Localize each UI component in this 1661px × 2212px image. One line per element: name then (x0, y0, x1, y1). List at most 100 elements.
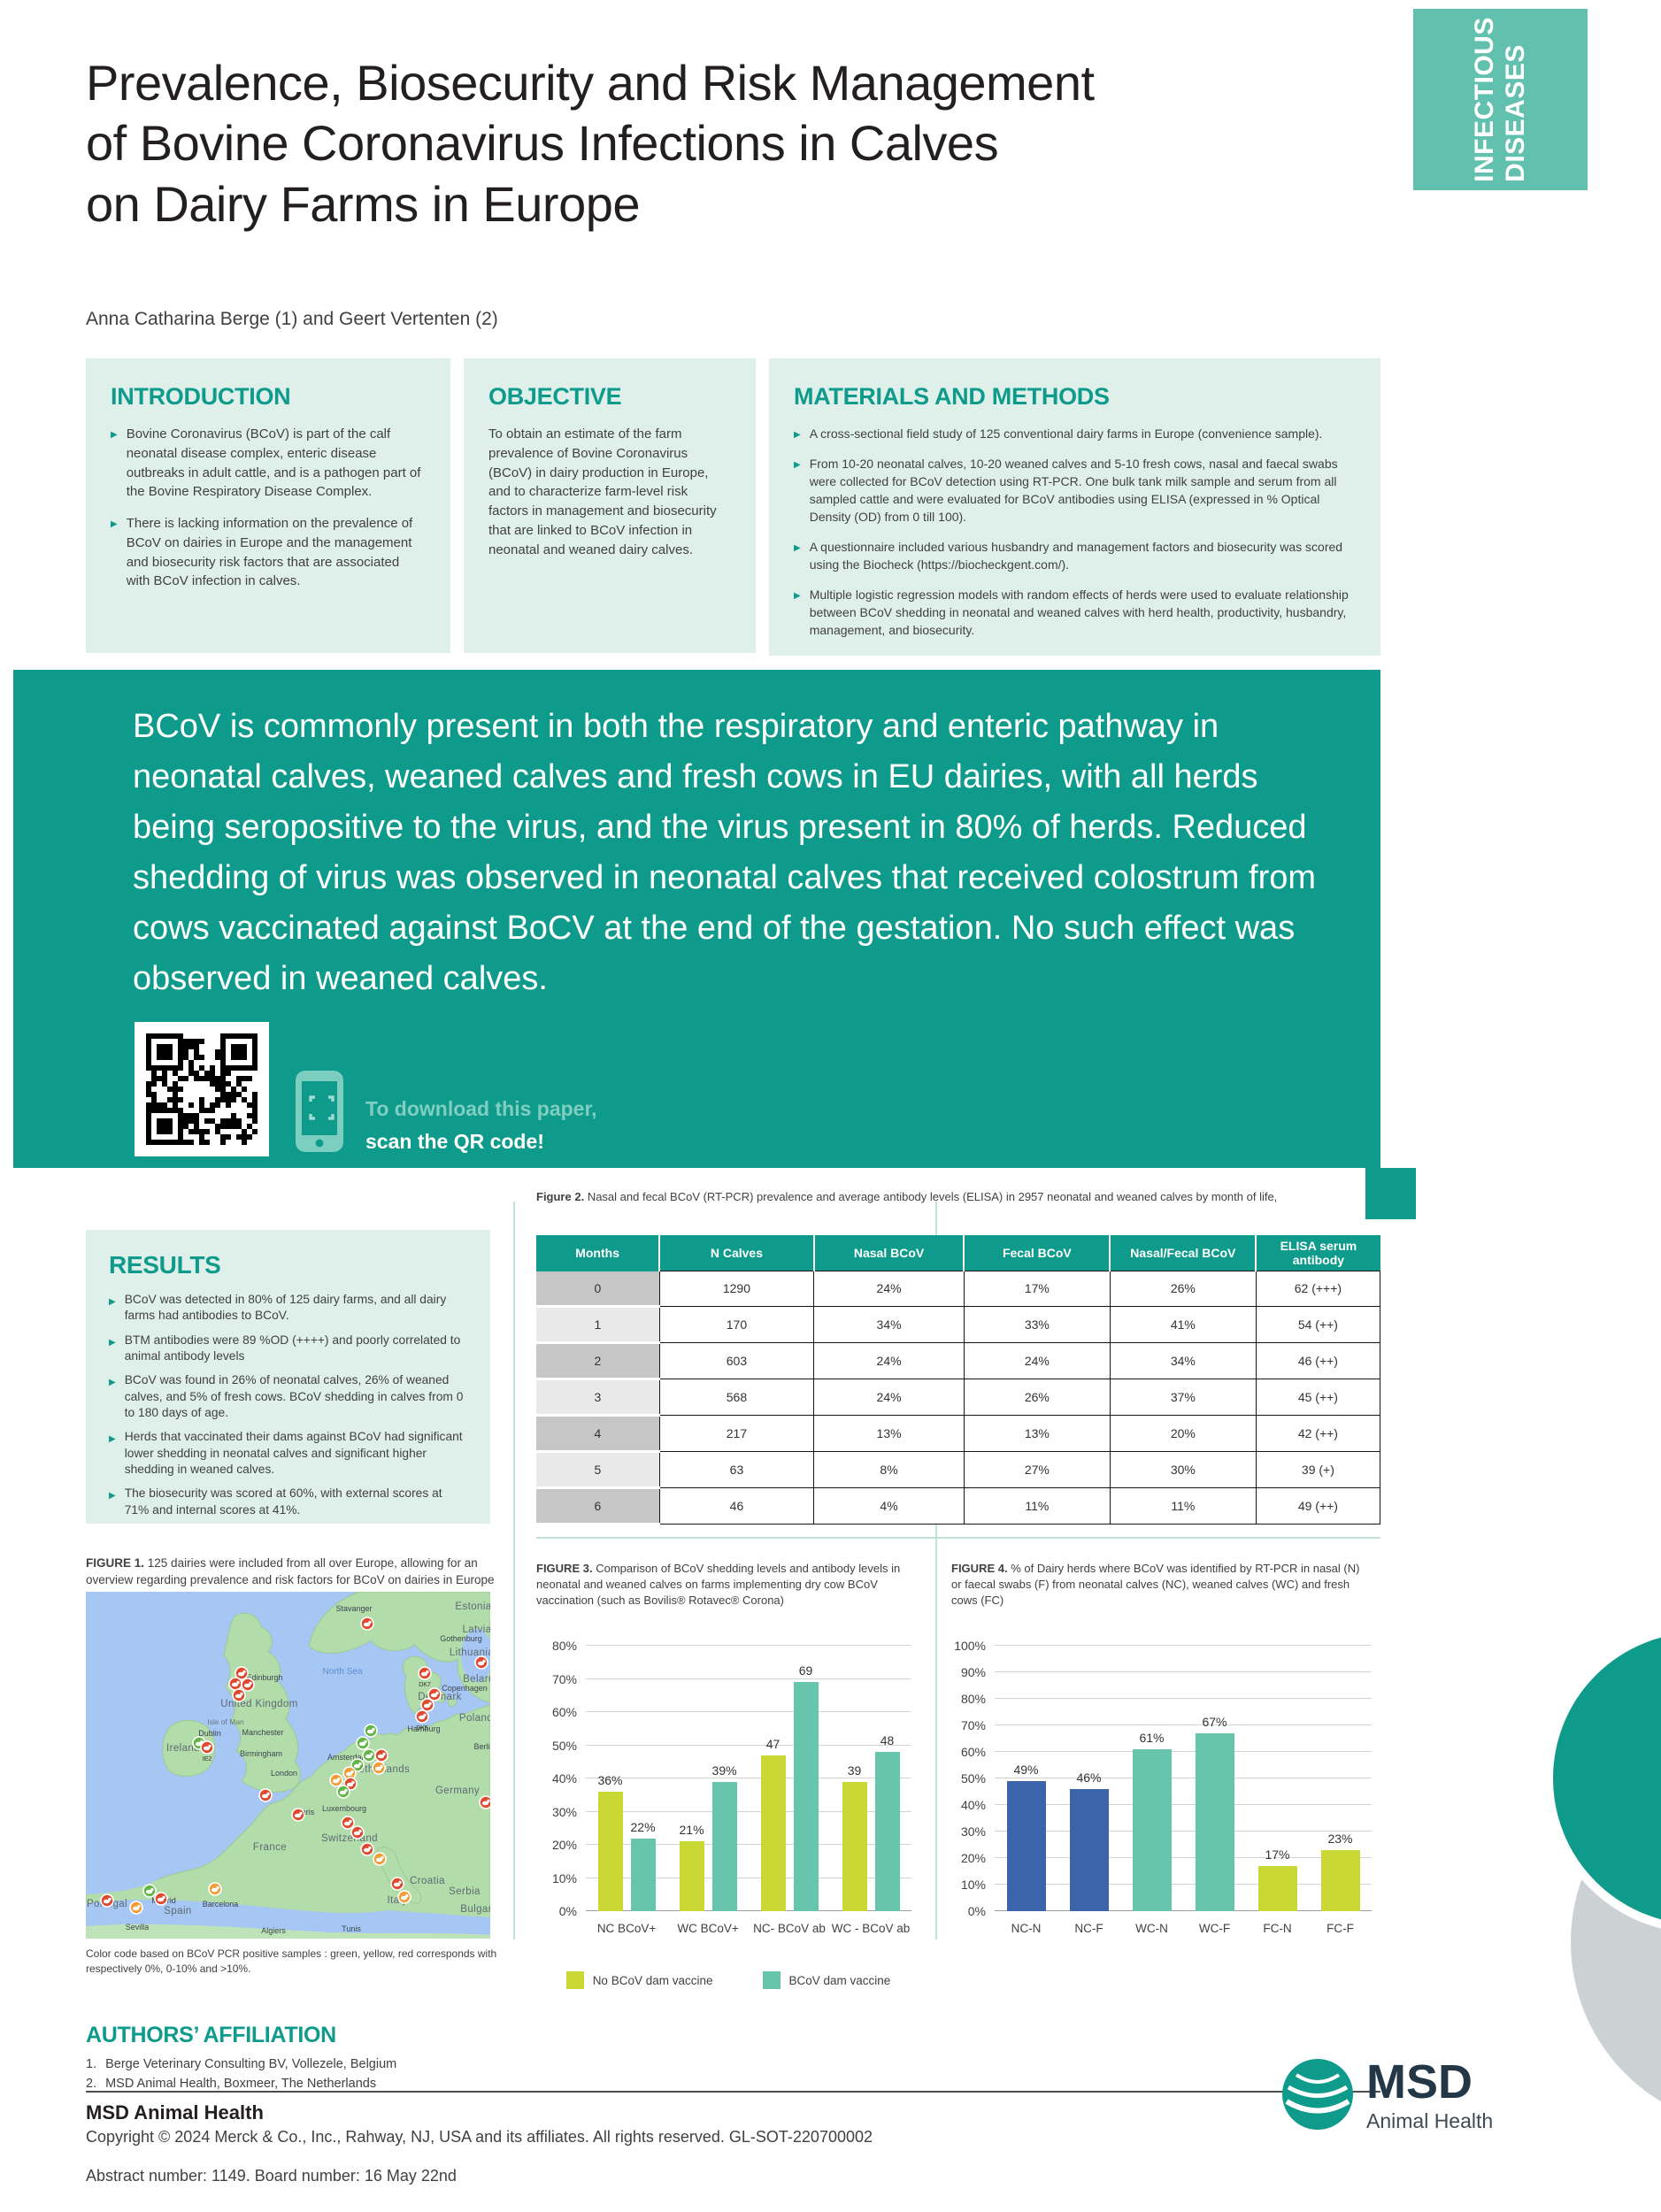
map-label: Spain (164, 1906, 191, 1916)
table-header-cell: Fecal BCoV (964, 1235, 1111, 1271)
farm-marker (336, 1785, 350, 1799)
figure3-caption-label: FIGURE 3. (536, 1562, 593, 1575)
table-cell: 33% (963, 1305, 1111, 1343)
authors-affiliation: AUTHORS’ AFFILIATION 1. Berge Veterinary … (86, 2023, 396, 2096)
map-label: Birmingham (240, 1749, 282, 1758)
figure2-table-body: 0 1290 24% 17% 26% 62 (+++) 1 170 34% 33% 41% 54 (+… (536, 1271, 1381, 1525)
msd-wordmark: MSD Animal Health (1366, 2058, 1493, 2133)
bar-wrapper: 47 (760, 1646, 786, 1911)
gridline (586, 1678, 911, 1679)
bar-wrapper: 46% (1069, 1646, 1109, 1911)
map-label: Manchester (242, 1728, 283, 1737)
objective-body: To obtain an estimate of the farm preval… (488, 426, 717, 557)
list-item: ▶ BCoV was detected in 80% of 125 dairy f… (109, 1292, 467, 1325)
farm-marker (360, 1842, 374, 1856)
bar (679, 1841, 704, 1911)
farm-marker (372, 1761, 386, 1775)
authors-line: Anna Catharina Berge (1) and Geert Verte… (86, 309, 498, 329)
table-cell: 49 (++) (1255, 1486, 1381, 1525)
map-africa-coast (86, 1924, 490, 1939)
map-label: Estonia (455, 1601, 490, 1612)
bar-wrapper: 69 (793, 1646, 819, 1911)
bullet-text: The biosecurity was scored at 60%, with … (124, 1486, 442, 1517)
bar (630, 1838, 656, 1911)
figure1-caption-label: FIGURE 1. (86, 1556, 145, 1570)
gridline (995, 1831, 1372, 1832)
introduction-box: INTRODUCTION ▶ Bovine Coronavirus (BCoV) … (86, 358, 450, 653)
y-axis-tick-label: 80% (551, 1639, 577, 1653)
table-cell: 13% (813, 1414, 965, 1452)
column-divider-left (513, 1202, 515, 1939)
farm-marker (232, 1688, 246, 1702)
bullet-arrow-icon: ▶ (794, 460, 801, 471)
farm-marker (474, 1655, 488, 1670)
figure4-caption: FIGURE 4. % of Dairy herds where BCoV wa… (951, 1561, 1369, 1609)
bullet-text: Multiple logistic regression models with… (809, 588, 1349, 638)
table-cell: 26% (1109, 1271, 1257, 1307)
infectious-diseases-tab: INFECTIOUS DISEASES (1413, 9, 1588, 190)
infectious-diseases-label: INFECTIOUS DISEASES (1469, 17, 1530, 182)
map-label: Poland (459, 1713, 490, 1724)
gridline (995, 1884, 1372, 1885)
y-axis-tick-label: 70% (551, 1671, 577, 1686)
gridline (586, 1810, 911, 1812)
methods-heading: MATERIALS AND METHODS (794, 383, 1110, 410)
legend-swatch (762, 1971, 781, 1989)
list-item: ▶ From 10-20 neonatal calves, 10-20 weane… (794, 455, 1356, 526)
map-italy (377, 1847, 422, 1904)
methods-box: MATERIALS AND METHODS ▶ A cross-sectional… (769, 358, 1380, 656)
table-cell: 1 (536, 1306, 660, 1344)
y-axis-tick-label: 60% (551, 1705, 577, 1719)
bar-value-label: 23% (1327, 1832, 1353, 1846)
bullet-text: A cross-sectional field study of 125 con… (809, 426, 1323, 441)
table-cell: 3 (536, 1379, 660, 1417)
gridline (995, 1724, 1372, 1725)
gridline (586, 1711, 911, 1712)
farm-marker-code: DK7 (419, 1682, 431, 1688)
farm-marker (397, 1890, 411, 1904)
x-axis-tick-label: WC-F (1198, 1922, 1231, 1935)
bullet-arrow-icon: ▶ (109, 1378, 116, 1388)
results-heading: RESULTS (109, 1251, 221, 1279)
bar (793, 1682, 819, 1911)
farm-marker (142, 1884, 157, 1898)
bar-value-label: 49% (1013, 1763, 1039, 1777)
table-cell: 1290 (658, 1271, 815, 1307)
methods-bullets: ▶ A cross-sectional field study of 125 co… (794, 425, 1356, 639)
results-box: RESULTS ▶ BCoV was detected in 80% of 125… (86, 1230, 490, 1524)
figure2-caption: Figure 2. Nasal and fecal BCoV (RT-PCR) … (536, 1189, 1386, 1205)
table-header-cell: Nasal/Fecal BCoV (1110, 1235, 1257, 1271)
bullet-text: Herds that vaccinated their dams against… (124, 1430, 463, 1477)
bar (1257, 1866, 1297, 1911)
map-label: Hamburg (407, 1724, 440, 1733)
map-label: United Kingdom (220, 1699, 297, 1709)
gridline (995, 1671, 1372, 1672)
bar-value-label: 67% (1202, 1715, 1227, 1729)
bar-value-label: 39% (711, 1763, 737, 1778)
table-cell: 0 (536, 1271, 660, 1308)
table-cell: 5 (536, 1451, 660, 1489)
column-divider-right (935, 1202, 937, 1939)
map-label: Latvia (462, 1624, 490, 1635)
bar (1320, 1850, 1360, 1911)
bar (760, 1755, 786, 1911)
table-cell: 170 (658, 1305, 815, 1343)
table-cell: 30% (1109, 1450, 1257, 1488)
table-header-cell: Nasal BCoV (813, 1235, 965, 1271)
bar (842, 1781, 867, 1911)
gridline (586, 1844, 911, 1845)
farm-marker (100, 1893, 114, 1908)
bar-wrapper: 48 (874, 1646, 900, 1911)
table-cell: 17% (963, 1271, 1111, 1307)
y-axis-tick-label: 30% (551, 1804, 577, 1819)
x-axis-tick-label: WC BCoV+ (677, 1922, 739, 1935)
table-cell: 46 (++) (1255, 1341, 1381, 1379)
table-header-cell: Months (536, 1235, 661, 1271)
affiliation-list: 1. Berge Veterinary Consulting BV, Vollez… (86, 2057, 396, 2091)
table-cell: 24% (813, 1271, 965, 1307)
list-item: ▶ BCoV was found in 26% of neonatal calve… (109, 1372, 467, 1421)
farm-marker-code: DK5 (416, 1725, 428, 1732)
farm-marker: DK7 (418, 1666, 432, 1688)
